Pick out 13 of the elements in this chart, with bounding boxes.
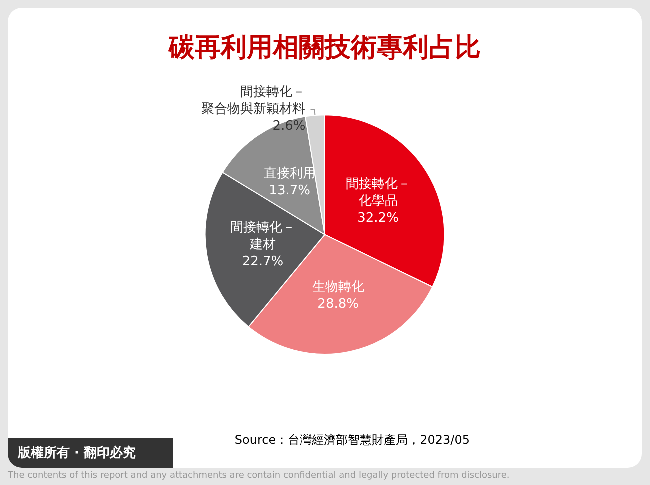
text: 版權所有 · 翻印必究 bbox=[18, 444, 136, 462]
data-label: 22.7% bbox=[242, 254, 284, 270]
data-label: 28.8% bbox=[318, 297, 359, 312]
chart-title: 碳再利用相關技術專利占比 bbox=[168, 33, 481, 63]
source-note: Source：台灣經濟部智慧財產局，2023/05 bbox=[234, 432, 470, 449]
slice-label: 間接轉化－建材 bbox=[230, 220, 296, 253]
slice-label: 間接轉化－聚合物與新穎材料 bbox=[202, 85, 306, 118]
data-label: 13.7% bbox=[269, 184, 310, 199]
slice-label: 生物轉化 bbox=[312, 280, 364, 296]
slice-label: 間接轉化－化學品 bbox=[346, 176, 411, 209]
data-label: 2.6% bbox=[272, 119, 306, 134]
text: The contents of this report and any attachments are contain confidential and legally protected from disclosure. bbox=[8, 471, 510, 481]
data-label: 32.2% bbox=[358, 210, 399, 226]
